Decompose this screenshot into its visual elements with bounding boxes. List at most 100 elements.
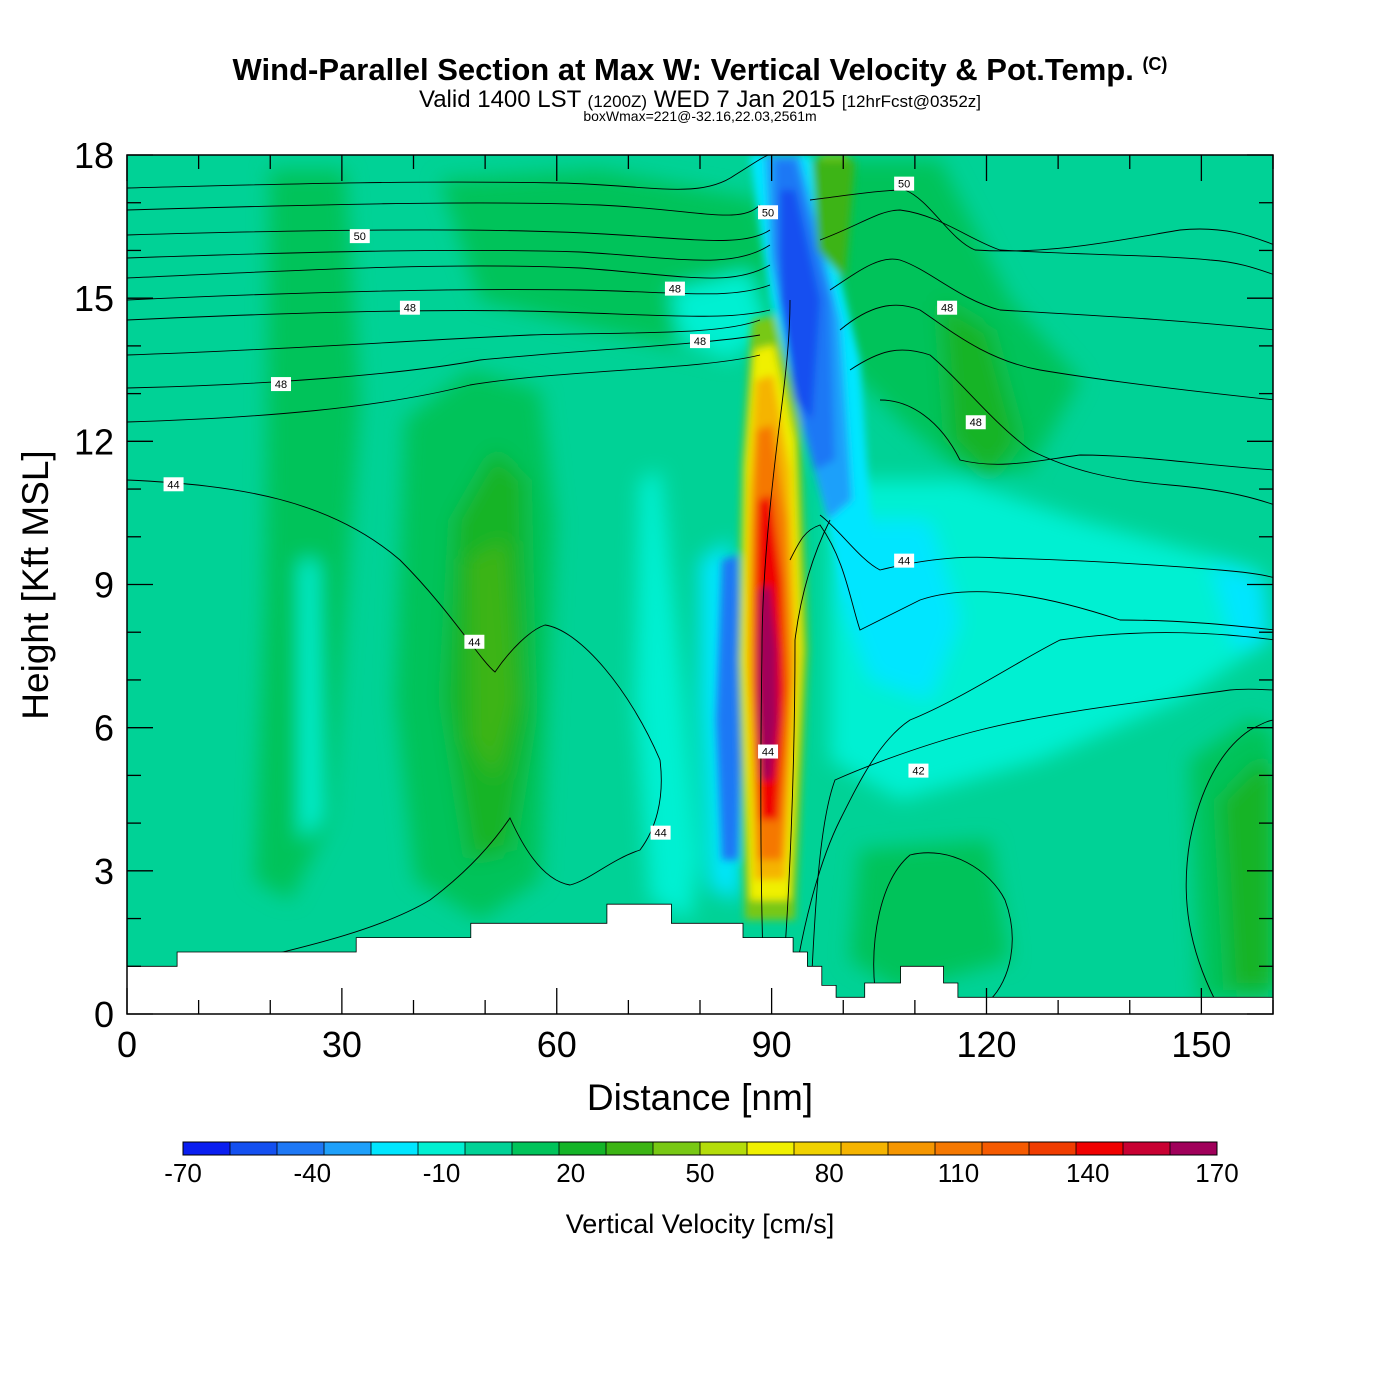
chart-title: Wind-Parallel Section at Max W: Vertical… xyxy=(232,52,1168,87)
x-tick-label: 0 xyxy=(117,1024,137,1065)
contour-label: 44 xyxy=(163,477,184,492)
colorbar-tick-label: 110 xyxy=(938,1158,979,1188)
contour-label-box xyxy=(664,281,685,296)
w-band-mid-core2 xyxy=(470,540,515,780)
colorbar-label: Vertical Velocity [cm/s] xyxy=(566,1209,835,1239)
valid-time: Valid 1400 LST (1200Z) WED 7 Jan 2015 [1… xyxy=(418,86,982,113)
y-tick-label: 12 xyxy=(74,421,114,462)
y-tick-label: 15 xyxy=(74,278,114,319)
colorbar-swatch xyxy=(935,1142,983,1155)
y-axis: 0 3 6 9 12 15 18 xyxy=(74,135,1273,1035)
y-tick-label: 18 xyxy=(74,135,114,176)
colorbar-tick-label: -10 xyxy=(423,1158,461,1188)
contour-label-text: 44 xyxy=(468,637,480,649)
contour-label-box xyxy=(758,744,779,759)
x-axis: 0 30 60 90 120 150 xyxy=(117,155,1274,1065)
contour-label-text: 48 xyxy=(694,336,706,348)
contour-labels: 50 48 48 44 48 48 50 50 48 48 44 44 44 42 44 xyxy=(163,176,986,840)
colorbar-swatch xyxy=(841,1142,889,1155)
colorbar-swatch xyxy=(324,1142,372,1155)
contour-label-box xyxy=(650,825,671,840)
contour-label-text: 48 xyxy=(404,303,416,315)
contour-label: 48 xyxy=(664,281,685,296)
contour-label: 48 xyxy=(270,377,291,392)
colorbar-swatch xyxy=(606,1142,654,1155)
contour-label-text: 48 xyxy=(669,284,681,296)
x-tick-label: 120 xyxy=(956,1024,1016,1065)
colorbar-swatch xyxy=(1123,1142,1171,1155)
colorbar: -70 -40 -10 20 50 80 110 140 170 xyxy=(164,1141,1239,1188)
colorbar-swatch xyxy=(559,1142,607,1155)
y-tick-label: 0 xyxy=(94,994,114,1035)
contour-label-box xyxy=(937,300,958,315)
down-left-strip xyxy=(300,560,322,840)
w-band-left xyxy=(255,170,360,900)
colorbar-swatch xyxy=(1029,1142,1077,1155)
x-tick-label: 60 xyxy=(537,1024,577,1065)
upper-ascent-2 xyxy=(812,160,855,280)
colorbar-swatch xyxy=(277,1142,325,1155)
isentropes xyxy=(127,155,1273,1014)
colorbar-swatch xyxy=(888,1142,936,1155)
colorbar-swatch xyxy=(418,1142,466,1155)
contour-label-text: 44 xyxy=(762,747,774,759)
low-downdraft xyxy=(716,555,742,860)
y-tick-label: 3 xyxy=(94,851,114,892)
colorbar-tick-label: -70 xyxy=(164,1158,202,1188)
contour-label: 44 xyxy=(894,553,915,568)
w-band-far-right-core xyxy=(1220,760,1273,990)
contour-label: 48 xyxy=(690,334,710,349)
contour-label-box xyxy=(163,477,184,492)
contour-label-text: 50 xyxy=(354,231,366,243)
colorbar-tick-label: 80 xyxy=(815,1158,844,1188)
contour-label-box xyxy=(908,763,929,778)
plot-area xyxy=(127,155,1273,1014)
contour-label-box xyxy=(758,205,779,220)
colorbar-tick-label: -40 xyxy=(293,1158,331,1188)
copyright-mark: (C) xyxy=(1142,54,1168,74)
contour-label: 44 xyxy=(758,744,779,759)
contour-label: 44 xyxy=(464,634,485,649)
box-wmax: boxWmax=221@-32.16,22.03,2561m xyxy=(583,108,817,124)
y-axis-label: Height [Kft MSL] xyxy=(15,450,56,719)
x-tick-label: 150 xyxy=(1171,1024,1231,1065)
x-tick-label: 90 xyxy=(752,1024,792,1065)
colorbar-tick-label: 170 xyxy=(1195,1158,1238,1188)
colorbar-swatch xyxy=(465,1142,513,1155)
x-axis-label: Distance [nm] xyxy=(587,1077,813,1118)
colorbar-swatch xyxy=(700,1142,748,1155)
colorbar-swatch xyxy=(1076,1142,1124,1155)
contour-label-box xyxy=(690,334,710,349)
contour-label-text: 42 xyxy=(912,766,924,778)
colorbar-swatch xyxy=(230,1142,278,1155)
contour-label: 50 xyxy=(894,176,915,191)
contour-label-text: 50 xyxy=(898,179,910,191)
terrain-mask xyxy=(127,903,1273,1014)
colorbar-swatch xyxy=(1170,1142,1218,1155)
contour-label: 50 xyxy=(758,205,779,220)
contour-label-box xyxy=(894,553,915,568)
colorbar-swatch xyxy=(512,1142,560,1155)
contour-label-box xyxy=(965,415,986,430)
downdraft-core xyxy=(780,190,820,420)
contour-label-box xyxy=(349,229,370,244)
contour-label: 48 xyxy=(965,415,986,430)
contour-label-text: 48 xyxy=(941,303,953,315)
contour-label-box xyxy=(894,176,915,191)
contour-label-text: 50 xyxy=(762,207,774,219)
contour-label: 44 xyxy=(650,825,671,840)
contour-label-text: 44 xyxy=(898,556,910,568)
contour-label: 42 xyxy=(908,763,929,778)
colorbar-swatch xyxy=(183,1142,231,1155)
contour-label-text: 48 xyxy=(970,417,982,429)
contour-label-box xyxy=(399,300,420,315)
contour-label: 48 xyxy=(399,300,420,315)
w-band-lower-right xyxy=(850,840,1010,990)
colorbar-tick-label: 50 xyxy=(686,1158,715,1188)
colorbar-swatch xyxy=(747,1142,795,1155)
colorbar-frame xyxy=(182,1141,1218,1156)
y-tick-label: 6 xyxy=(94,708,114,749)
colorbar-swatch xyxy=(371,1142,419,1155)
contour-label-text: 48 xyxy=(275,379,287,391)
